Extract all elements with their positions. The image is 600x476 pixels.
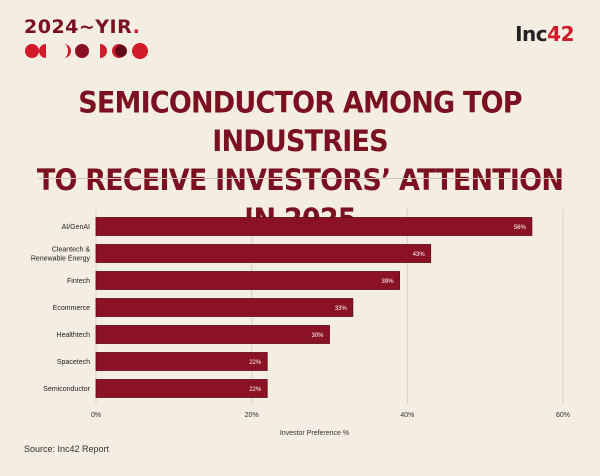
bar-value-label: 22%	[249, 360, 262, 366]
bar-value-label: 43%	[413, 252, 426, 258]
bar-value-label: 33%	[335, 306, 348, 312]
source-note: Source: Inc42 Report	[24, 444, 110, 454]
x-tick-label: 40%	[400, 412, 414, 419]
bar	[95, 298, 354, 317]
yir-title: 2024~YIR.	[24, 18, 154, 37]
title-divider	[38, 178, 562, 179]
x-axis-label: Investor Preference %	[280, 430, 349, 437]
bar	[95, 271, 400, 290]
bar	[95, 244, 432, 263]
headline-line-1: SEMICONDUCTOR AMONG TOP INDUSTRIES	[78, 86, 522, 159]
category-label: AI/GenAI	[62, 224, 90, 231]
category-label: Healthtech	[57, 332, 91, 339]
yir-badge: 2024~YIR.	[24, 18, 154, 59]
yir-title-dot: .	[132, 16, 141, 38]
bar	[95, 217, 533, 236]
bar-value-label: 39%	[382, 279, 395, 285]
bar	[95, 352, 268, 371]
category-label: Fintech	[67, 278, 90, 285]
bar	[95, 379, 268, 398]
inc42-logo: Inc42	[515, 22, 574, 46]
brand-number: 42	[547, 22, 574, 46]
category-label: Ecommerce	[53, 305, 90, 312]
category-label: Semiconductor	[43, 386, 90, 393]
x-tick-label: 60%	[556, 412, 570, 419]
page-title: SEMICONDUCTOR AMONG TOP INDUSTRIES TO RE…	[20, 84, 580, 240]
bar	[95, 325, 330, 344]
yir-title-text: 2024~YIR	[24, 16, 133, 38]
moon-phases-icon	[24, 43, 154, 59]
x-tick-label: 0%	[91, 412, 101, 419]
bar-value-label: 56%	[514, 225, 527, 231]
category-label: Cleantech & Renewable Energy	[31, 247, 91, 263]
bar-value-label: 30%	[311, 333, 324, 339]
brand-text: Inc	[515, 22, 548, 46]
x-tick-label: 20%	[245, 412, 259, 419]
category-label: Spacetech	[57, 359, 90, 366]
bar-value-label: 22%	[249, 387, 262, 393]
